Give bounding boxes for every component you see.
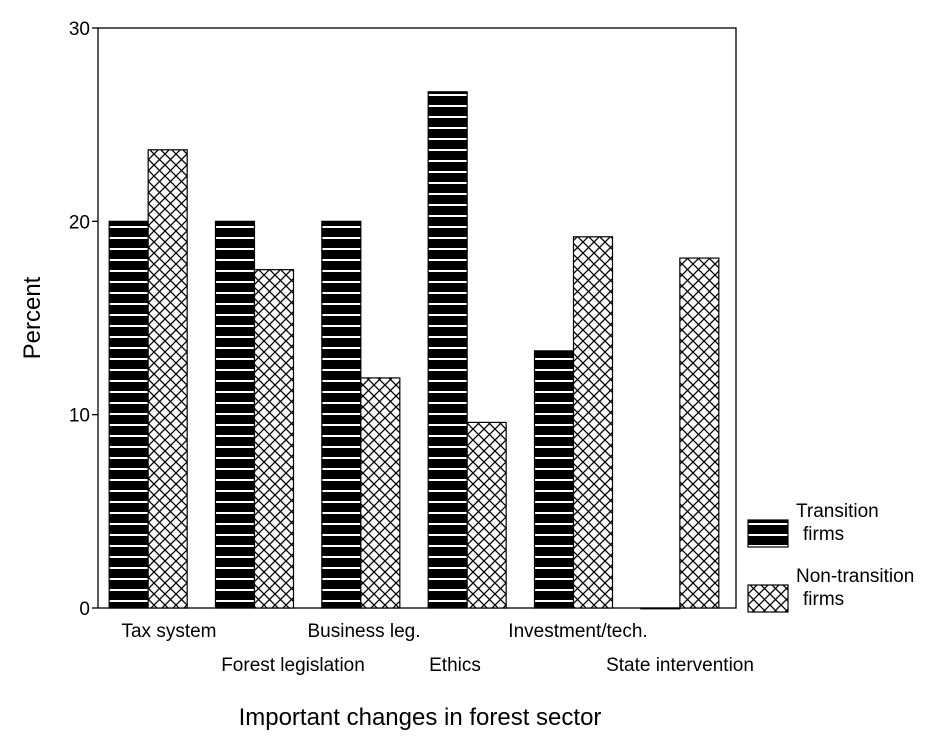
bar-non-transition-0: [147, 149, 188, 609]
bar-non-transition-1: [253, 269, 295, 609]
x-tick-label-5: State intervention: [606, 655, 754, 676]
legend-swatch-0: [747, 519, 789, 548]
plot-frame: [97, 27, 737, 609]
y-tick-label-10: 10: [69, 406, 90, 427]
y-axis-title: Percent: [19, 276, 46, 359]
bar-transition-2: [321, 220, 362, 609]
bar-non-transition-4: [572, 236, 614, 609]
bar-transition-3: [427, 91, 468, 609]
x-tick-label-0: Tax system: [121, 621, 216, 642]
x-tick-label-3: Ethics: [429, 655, 481, 676]
bar-non-transition-3: [466, 421, 507, 609]
legend-swatch-1: [747, 584, 789, 613]
y-tick-label-20: 20: [69, 212, 90, 233]
bar-transition-4: [533, 350, 575, 609]
x-tick-label-2: Business leg.: [307, 621, 420, 642]
x-tick-label-4: Investment/tech.: [508, 621, 647, 642]
x-axis-title: Important changes in forest sector: [239, 704, 602, 731]
x-tick-label-1: Forest legislation: [221, 655, 365, 676]
legend-label-1: Non-transition firms: [796, 566, 914, 610]
bar-transition-0: [108, 220, 149, 609]
bar-non-transition-5: [679, 257, 720, 609]
bar-transition-1: [214, 220, 256, 609]
legend-label-0: Transition firms: [796, 501, 879, 545]
bar-non-transition-2: [360, 377, 401, 609]
y-tick-label-30: 30: [69, 19, 90, 40]
legend: Transition firms Non-transition firms: [747, 501, 914, 613]
y-tick-label-0: 0: [79, 599, 90, 620]
y-axis: 0 10 20 30: [69, 19, 98, 620]
bars: [108, 91, 720, 610]
bar-transition-5: [640, 607, 681, 610]
